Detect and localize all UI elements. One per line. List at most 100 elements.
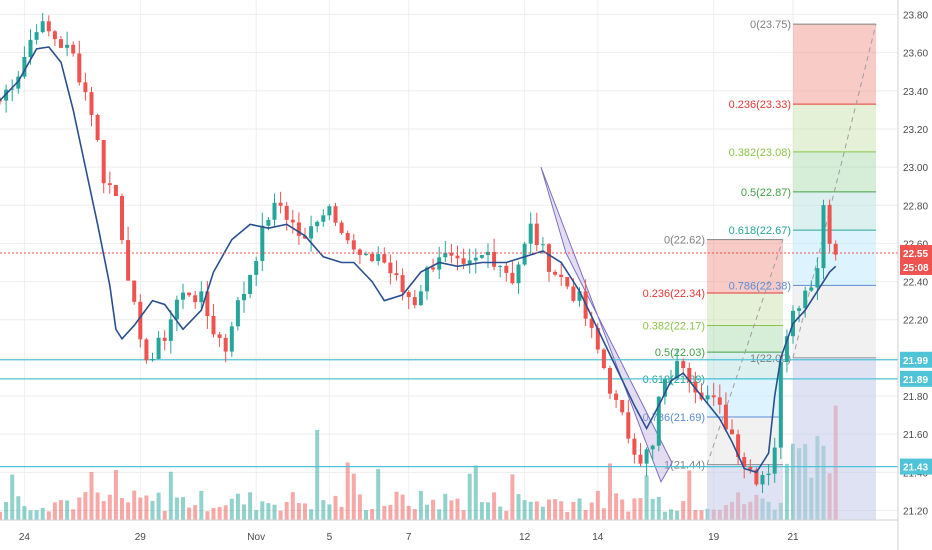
volume-bar xyxy=(16,496,21,520)
volume-bar xyxy=(608,463,612,520)
candle-body xyxy=(650,445,655,450)
volume-bar xyxy=(193,505,198,520)
volume-bar xyxy=(443,493,448,520)
volume-bar xyxy=(473,465,478,520)
candle-body xyxy=(156,337,161,359)
candle-body xyxy=(559,274,564,278)
candle-body xyxy=(278,202,283,206)
volume-bar xyxy=(138,497,143,520)
candle-body xyxy=(351,240,356,250)
volume-bar xyxy=(376,469,381,520)
candle-body xyxy=(577,291,582,301)
volume-bar xyxy=(449,500,454,520)
time-axis[interactable]: 24 29 Nov 5 7 12 14 19 21 xyxy=(0,519,898,543)
candle-body xyxy=(150,358,155,361)
candle-body xyxy=(486,251,490,256)
fib-level-label: 1(22.00) xyxy=(750,353,791,365)
candle-body xyxy=(681,361,686,369)
candle-body xyxy=(242,293,246,301)
volume-bar xyxy=(321,500,326,520)
candle-body xyxy=(431,267,436,270)
volume-bar xyxy=(187,507,192,520)
volume-bar xyxy=(681,501,686,520)
volume-bar xyxy=(675,510,680,520)
volume-bar xyxy=(662,511,667,520)
candle-body xyxy=(205,291,210,316)
volume-bar xyxy=(150,500,155,520)
volume-bar xyxy=(455,498,460,520)
candle-body xyxy=(547,244,551,272)
date-tick-label: 21 xyxy=(787,532,799,543)
candle-body xyxy=(77,53,82,83)
candle-body xyxy=(394,273,399,276)
volume-bar xyxy=(77,497,82,520)
volume-bar xyxy=(437,509,442,520)
candle-body xyxy=(266,219,271,226)
candle-body xyxy=(101,140,106,184)
volume-bar xyxy=(614,493,619,520)
volume-bar xyxy=(565,511,570,520)
fib-level-label: 1(21.44) xyxy=(664,460,705,472)
moving-average xyxy=(0,46,837,474)
volume-bar xyxy=(40,507,45,520)
candle-body xyxy=(260,225,265,261)
fib-zone xyxy=(707,293,783,326)
candle-body xyxy=(565,277,570,287)
fib-level-label: 0.5(22.03) xyxy=(655,347,705,359)
price-tick-label: 22.60 xyxy=(903,239,928,250)
volume-bar xyxy=(388,504,393,520)
candle-body xyxy=(638,454,643,464)
candle-body xyxy=(418,291,423,306)
candle-body xyxy=(443,252,448,258)
candle-body xyxy=(595,327,600,350)
fib-zone xyxy=(793,104,876,152)
candle-body xyxy=(229,326,234,352)
price-tick-label: 22.20 xyxy=(903,316,928,327)
candle-body xyxy=(52,31,57,40)
volume-bar xyxy=(492,492,497,520)
gridlines xyxy=(0,0,898,520)
candle-body xyxy=(168,319,173,341)
moving-average-line xyxy=(0,46,837,474)
price-tick-label: 23.20 xyxy=(903,125,928,136)
candle-body xyxy=(437,257,442,270)
volume-bar xyxy=(486,502,490,520)
date-tick-label: 5 xyxy=(327,532,333,543)
volume-bar xyxy=(510,474,515,520)
candle-body xyxy=(479,255,484,258)
candle-body xyxy=(754,469,759,485)
volume-bar xyxy=(28,510,33,520)
candle-body xyxy=(516,264,521,284)
candle-body xyxy=(833,243,838,255)
volume-bar xyxy=(34,510,39,520)
candle-body xyxy=(321,215,326,222)
horizontal-levels[interactable] xyxy=(0,359,898,468)
candle-body xyxy=(406,292,411,298)
volume-bar xyxy=(693,510,698,520)
candle-body xyxy=(608,367,612,394)
volume-bar xyxy=(498,506,503,520)
candle-body xyxy=(65,44,70,48)
price-tick-label: 21.80 xyxy=(903,392,928,403)
candle-body xyxy=(601,349,606,368)
volume-bar xyxy=(577,498,582,520)
volume-bar xyxy=(272,504,277,520)
candle-body xyxy=(632,438,637,455)
volume-bar xyxy=(309,509,314,520)
price-tick-label: 23.00 xyxy=(903,163,928,174)
volume-bar xyxy=(242,504,246,520)
bar-countdown-label: 25:08 xyxy=(903,263,929,274)
candle-body xyxy=(705,395,710,400)
price-tick-label: 23.80 xyxy=(903,11,928,22)
volume-bar xyxy=(181,497,185,520)
candle-body xyxy=(772,447,777,474)
candle-body xyxy=(504,265,509,273)
volume-bar xyxy=(120,498,124,520)
candle-body xyxy=(370,253,375,262)
price-axis[interactable]: 21.2021.4021.6021.8022.0022.2022.4022.60… xyxy=(897,0,932,550)
candle-body xyxy=(425,267,429,292)
candle-body xyxy=(687,368,692,382)
candle-body xyxy=(22,56,27,77)
candle-body xyxy=(217,334,222,338)
